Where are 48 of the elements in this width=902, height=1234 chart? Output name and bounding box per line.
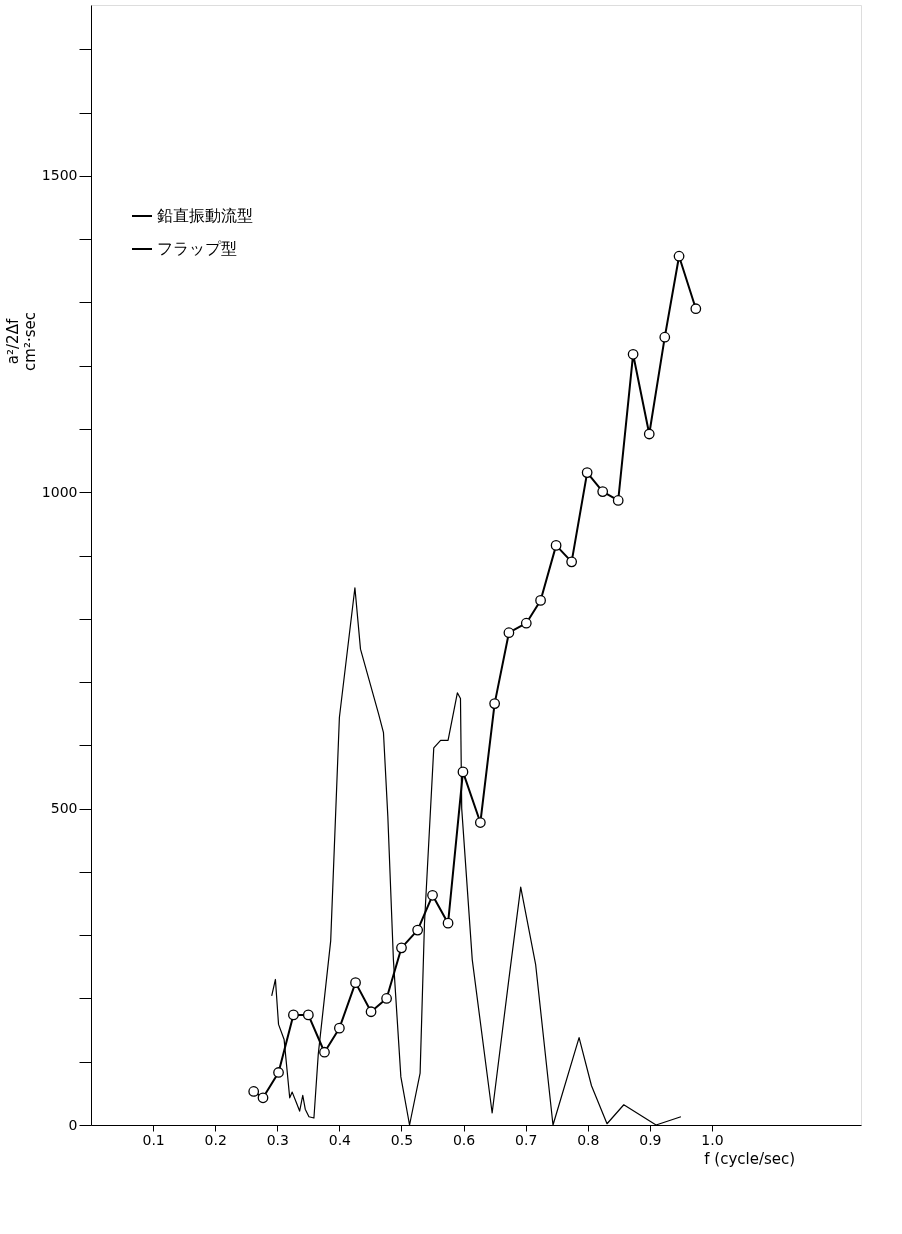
point [442, 917, 454, 929]
point [273, 1067, 284, 1078]
y-tick-label: 500 [50, 800, 78, 817]
y-tick-label: 1500 [41, 167, 78, 184]
x-tick-label: 0.6 [452, 1131, 476, 1148]
y-axis-title: a²/2Δf cm²·sec [3, 312, 39, 371]
point [612, 495, 624, 506]
point [566, 556, 578, 568]
legend-label: 鉛直振動流型 [157, 206, 253, 225]
point [396, 942, 407, 954]
point [627, 348, 639, 360]
point [550, 540, 562, 551]
y-tick-label: 0 [68, 1116, 78, 1133]
y-tick-label: 1000 [41, 483, 78, 500]
point [412, 924, 424, 936]
point [673, 250, 685, 262]
x-tick-label: 0.2 [204, 1131, 227, 1148]
point [643, 428, 655, 440]
point [581, 467, 593, 478]
point [302, 1009, 314, 1021]
point [489, 698, 501, 709]
x-axis-title: f (cycle/sec) [704, 1149, 796, 1168]
point [597, 486, 609, 497]
point [365, 1006, 377, 1018]
point [319, 1046, 330, 1058]
point [257, 1092, 269, 1104]
x-tick-label: 0.7 [515, 1131, 538, 1148]
point [690, 303, 702, 315]
x-tick-label: 1.0 [701, 1131, 724, 1148]
x-tick-label: 0.9 [639, 1131, 662, 1148]
point [248, 1086, 260, 1097]
point [333, 1022, 345, 1034]
x-tick-label: 0.3 [266, 1131, 289, 1148]
point [474, 817, 486, 828]
x-tick-label: 0.5 [390, 1131, 414, 1148]
legend-label: フラップ型 [157, 239, 237, 258]
point [288, 1009, 299, 1021]
point [535, 595, 546, 606]
point [520, 617, 532, 629]
point [503, 627, 515, 639]
point [457, 766, 469, 778]
x-tick-label: 0.8 [577, 1131, 600, 1148]
point [350, 977, 361, 989]
point [381, 993, 392, 1004]
point [659, 331, 671, 343]
point [427, 889, 438, 901]
x-tick-label: 0.1 [142, 1131, 165, 1148]
x-tick-label: 0.4 [328, 1131, 352, 1148]
